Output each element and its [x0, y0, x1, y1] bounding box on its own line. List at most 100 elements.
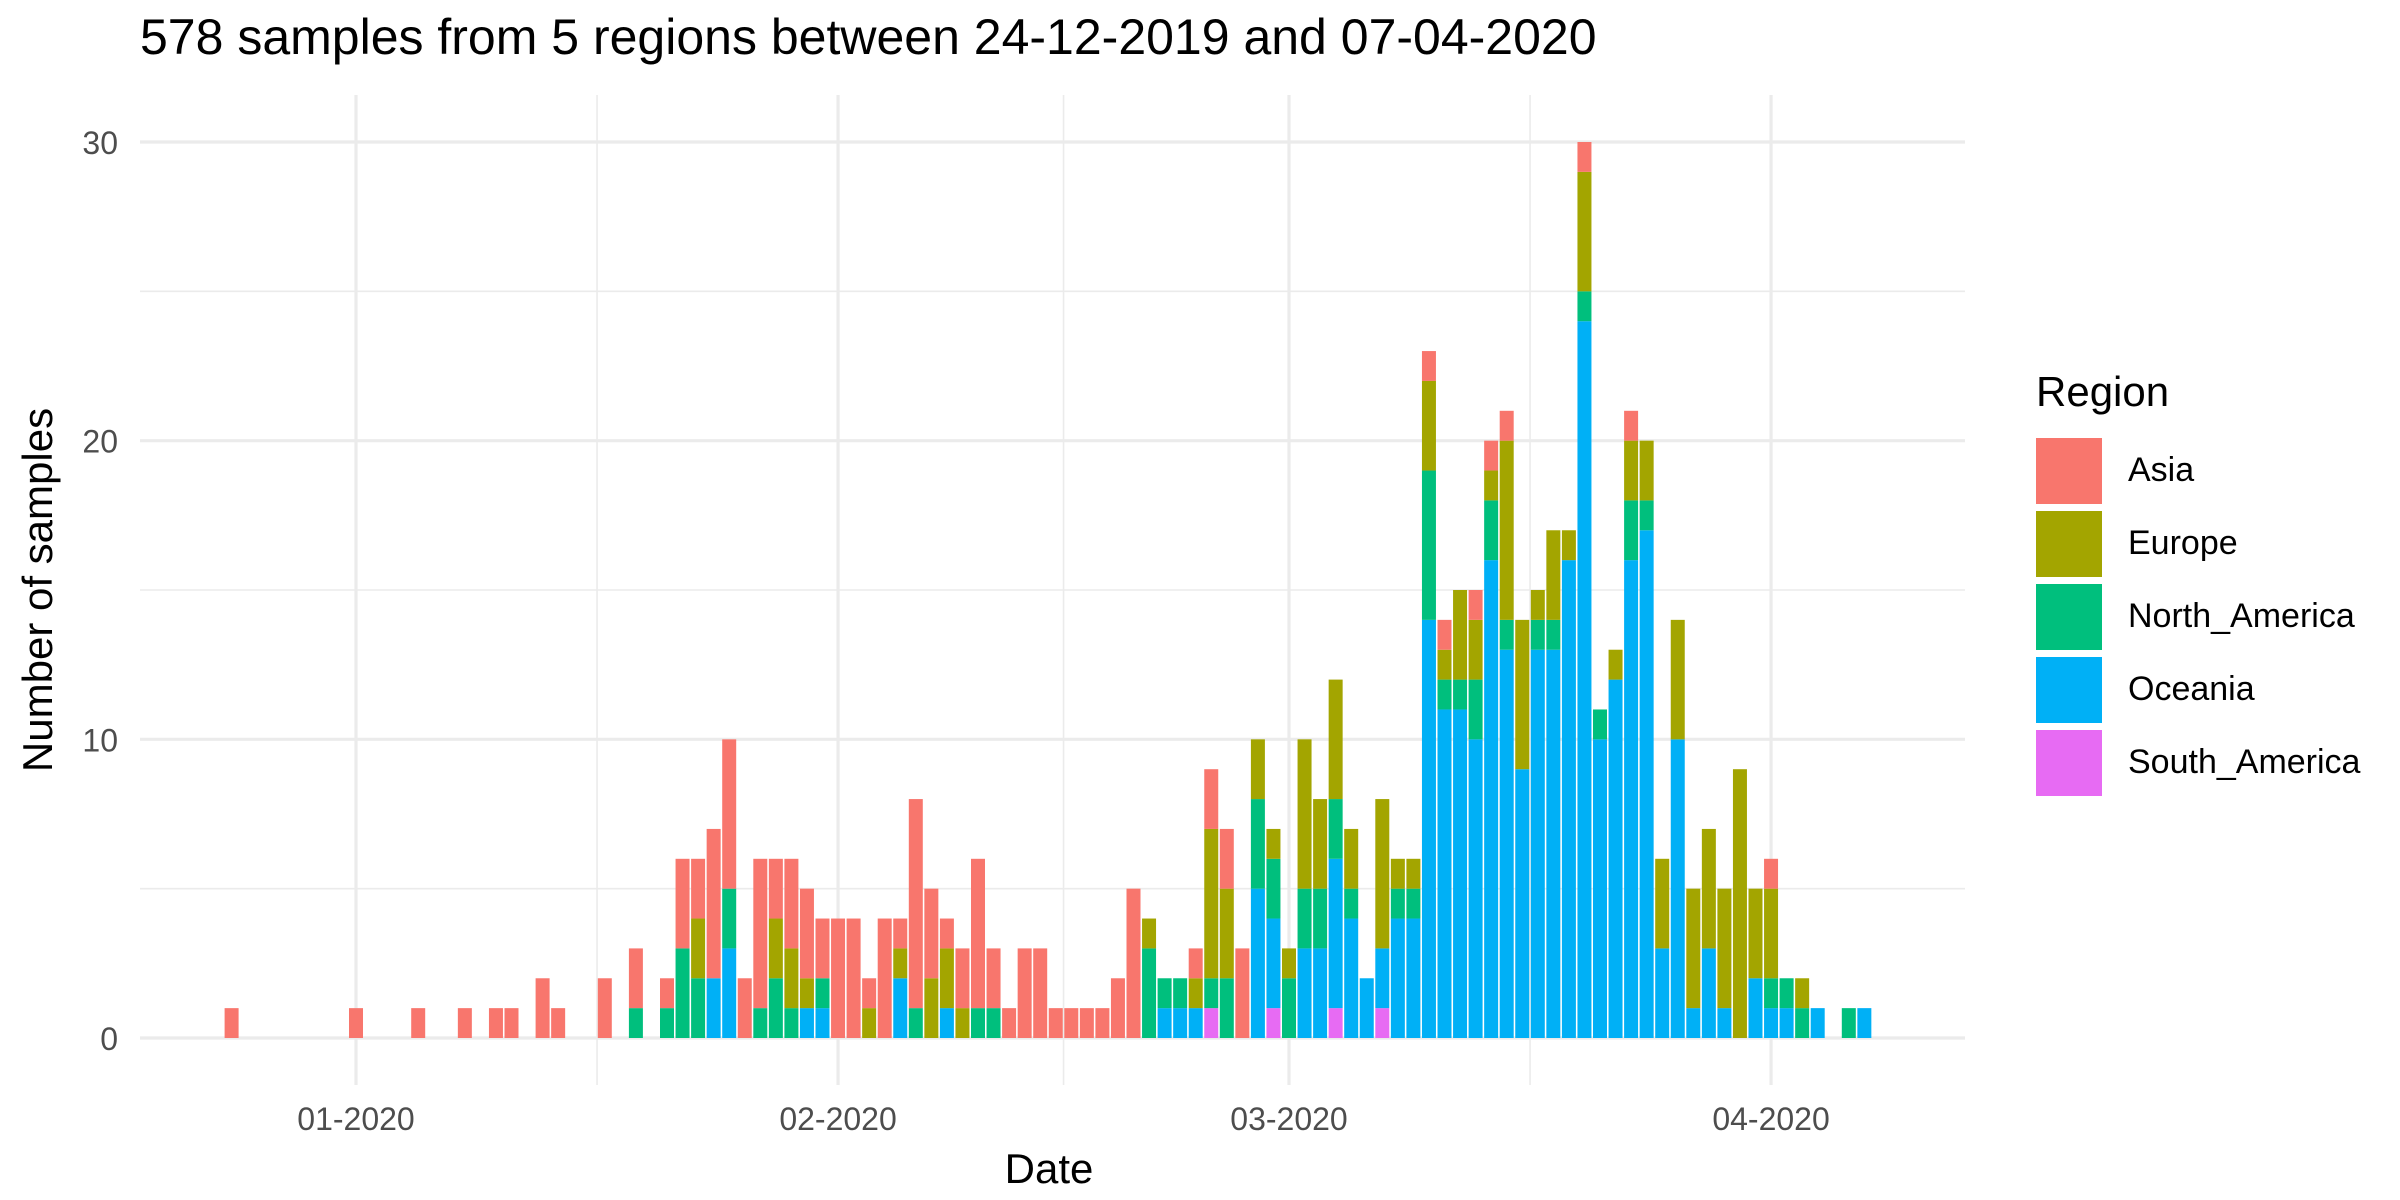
bar-segment-europe — [1344, 828, 1359, 889]
bar-segment-oceania — [722, 948, 737, 1038]
bar-segment-europe — [1499, 440, 1514, 620]
bar-segment-north-america — [1468, 679, 1483, 740]
bar-segment-asia — [862, 978, 877, 1009]
bar-segment-europe — [1655, 858, 1670, 949]
bar-segment-asia — [1624, 410, 1639, 441]
bar-segment-north-america — [1328, 799, 1343, 859]
bar-segment-asia — [1079, 1008, 1094, 1038]
bar-segment-north-america — [1406, 888, 1421, 919]
bar-segment-europe — [862, 1008, 877, 1038]
bar-segment-asia — [1204, 769, 1219, 829]
bar-segment-europe — [1204, 828, 1219, 979]
legend-key-swatch — [2036, 729, 2102, 796]
bar-segment-asia — [551, 1008, 566, 1038]
legend-title: Region — [2036, 368, 2170, 415]
bar-segment-europe — [1282, 948, 1296, 979]
legend-label: Europe — [2128, 524, 2238, 562]
legend-key-swatch — [2036, 656, 2102, 723]
bar-segment-asia — [349, 1008, 363, 1038]
bar-segment-asia — [488, 1008, 503, 1038]
y-tick-label: 10 — [82, 722, 118, 758]
bar-segment-oceania — [815, 1008, 830, 1038]
bar-segment-oceania — [1608, 679, 1623, 1038]
bar-segment-north-america — [691, 978, 706, 1038]
bar-segment-north-america — [1795, 1008, 1810, 1038]
bar-segment-europe — [1250, 739, 1265, 800]
bar-segment-europe — [1437, 649, 1452, 680]
bar-segment-europe — [1266, 828, 1281, 859]
bar-segment-asia — [1002, 1008, 1017, 1038]
bar-segment-asia — [908, 799, 923, 1009]
bar-segment-europe — [1546, 530, 1561, 620]
bar-segment-oceania — [1748, 978, 1763, 1038]
bar-segment-asia — [971, 858, 985, 1009]
bar-segment-europe — [1764, 888, 1779, 979]
bar-segment-europe — [1686, 888, 1701, 1009]
bar-segment-oceania — [1484, 560, 1499, 1038]
y-tick-label: 20 — [82, 424, 118, 460]
bar-segment-north-america — [1577, 291, 1592, 322]
bar-segment-asia — [722, 739, 737, 889]
bar-segment-north-america — [753, 1008, 768, 1038]
bar-segment-north-america — [1499, 619, 1514, 650]
legend-key-swatch — [2036, 510, 2102, 577]
legend: Region Asia Europe North_America Oceania Sou… — [2036, 368, 2360, 799]
legend-label: Asia — [2128, 451, 2195, 489]
bar-segment-asia — [535, 978, 550, 1038]
bar-segment-oceania — [1297, 948, 1312, 1038]
bar-segment-europe — [1421, 380, 1436, 471]
y-axis-tick-labels: 0 10 20 30 — [82, 125, 118, 1057]
x-tick-label: 03-2020 — [1230, 1101, 1347, 1137]
bar-segment-asia — [939, 918, 954, 949]
bar-segment-asia — [1484, 440, 1499, 471]
bar-segment-oceania — [706, 978, 721, 1038]
bar-segment-asia — [784, 858, 799, 949]
bar-segment-oceania — [1717, 1008, 1732, 1038]
bar-segment-north-america — [1437, 679, 1452, 710]
bar-segment-asia — [224, 1008, 239, 1038]
bar-segment-asia — [955, 948, 970, 1009]
bar-segment-asia — [831, 918, 846, 1038]
legend-item-south-america: South_America — [2036, 726, 2360, 799]
bar-segment-oceania — [1515, 769, 1530, 1038]
bar-segment-asia — [1764, 858, 1779, 889]
bar-segment-oceania — [1421, 619, 1436, 1038]
bar-segment-europe — [1468, 619, 1483, 680]
bar-segment-europe — [924, 978, 939, 1038]
bar-segment-oceania — [1857, 1008, 1872, 1038]
bar-segment-europe — [691, 918, 706, 979]
bar-segment-europe — [1639, 440, 1654, 501]
bar-segment-asia — [1235, 948, 1250, 1038]
bar-segment-asia — [877, 918, 892, 1038]
bar-segment-europe — [1732, 769, 1747, 1038]
bar-segment-north-america — [1282, 978, 1296, 1038]
bar-segment-asia — [504, 1008, 519, 1038]
bar-segment-europe — [1577, 171, 1592, 292]
x-axis-title: Date — [1005, 1145, 1094, 1192]
bar-segment-north-america — [1313, 888, 1328, 949]
x-tick-label: 01-2020 — [297, 1101, 414, 1137]
bar-segment-europe — [1670, 619, 1685, 740]
bar-segment-oceania — [1686, 1008, 1701, 1038]
bar-segment-europe — [768, 918, 783, 979]
bar-segment-north-america — [1173, 978, 1188, 1009]
x-tick-label: 02-2020 — [779, 1101, 896, 1137]
bar-segment-europe — [1188, 978, 1203, 1009]
bar-segment-south-america — [1266, 1008, 1281, 1038]
bar-segment-asia — [1577, 142, 1592, 172]
bar-segment-asia — [753, 858, 768, 1009]
bar-segment-north-america — [1639, 500, 1654, 531]
bar-segment-oceania — [1593, 739, 1607, 1038]
bar-segment-oceania — [1577, 321, 1592, 1038]
bar-segment-oceania — [893, 978, 908, 1038]
bar-segment-oceania — [1157, 1008, 1172, 1038]
bar-segment-north-america — [815, 978, 830, 1009]
bar-segment-north-america — [1779, 978, 1794, 1009]
bar-segment-oceania — [799, 1008, 814, 1038]
bar-segment-asia — [675, 858, 690, 949]
bar-segment-oceania — [1701, 948, 1716, 1038]
bar-segment-oceania — [1344, 918, 1359, 1038]
bar-segment-asia — [846, 918, 861, 1038]
bar-segment-asia — [706, 828, 721, 979]
bar-segment-europe — [939, 948, 954, 1009]
